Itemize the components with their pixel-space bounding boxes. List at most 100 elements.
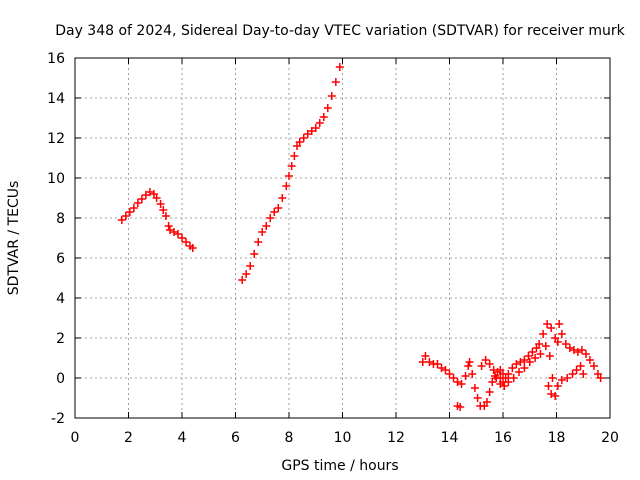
plot-frame: [74, 57, 611, 419]
data-point: [164, 222, 173, 230]
data-point: [536, 350, 545, 358]
data-point: [553, 382, 562, 390]
y-tick-label: 8: [56, 211, 65, 227]
data-point: [485, 360, 494, 368]
data-point: [535, 340, 544, 348]
data-point: [285, 172, 293, 180]
data-point: [572, 366, 581, 374]
y-axis-label: SDTVAR / TECUs: [6, 181, 22, 296]
data-point: [569, 346, 578, 354]
data-point: [482, 398, 491, 406]
x-tick-label: 6: [231, 430, 240, 446]
data-point: [520, 356, 529, 364]
data-point: [557, 330, 566, 338]
data-point: [274, 204, 283, 212]
data-point: [258, 228, 267, 236]
x-tick-label: 14: [441, 430, 459, 446]
data-point: [152, 194, 161, 202]
data-point: [121, 212, 130, 220]
y-tick-label: 2: [56, 331, 65, 347]
data-point: [456, 403, 465, 411]
y-tick-label: 0: [56, 371, 65, 387]
axis-ticks: 0 2 4 6 8 10 12 14 16 18 20 -2 0 2 4 6 8 10 12 14 16: [47, 51, 619, 446]
data-point: [254, 238, 263, 246]
data-point: [441, 366, 450, 374]
data-point: [145, 188, 154, 196]
data-point: [557, 376, 566, 384]
data-point: [421, 352, 430, 360]
data-point: [295, 138, 304, 146]
data-point: [141, 191, 150, 199]
data-point: [437, 364, 446, 372]
data-point: [548, 374, 557, 382]
data-point: [125, 208, 134, 216]
data-point: [485, 388, 494, 396]
data-point: [461, 372, 470, 380]
data-point: [270, 208, 279, 216]
data-point: [547, 390, 556, 398]
data-point: [500, 382, 509, 390]
data-point: [470, 384, 479, 392]
data-point: [516, 358, 525, 366]
data-point: [512, 360, 521, 368]
data-point: [161, 212, 170, 220]
data-point: [445, 370, 454, 378]
data-point: [182, 238, 191, 246]
data-point: [504, 370, 513, 378]
x-axis-label: GPS time / hours: [281, 458, 398, 474]
data-point: [159, 206, 168, 214]
y-tick-label: 4: [56, 291, 65, 307]
data-point: [250, 250, 259, 258]
data-point: [266, 214, 275, 222]
data-point: [585, 356, 594, 364]
data-point: [457, 380, 466, 388]
data-point: [303, 130, 312, 138]
data-point: [539, 330, 548, 338]
data-point: [544, 382, 553, 390]
data-point: [499, 378, 507, 386]
data-point: [563, 374, 572, 382]
x-tick-label: 8: [285, 430, 294, 446]
data-point: [547, 324, 556, 332]
data-point: [287, 162, 296, 170]
data-point: [577, 346, 586, 354]
data-point: [327, 92, 336, 100]
data-point: [262, 222, 271, 230]
chart-title: Day 348 of 2024, Sidereal Day-to-day VTE…: [55, 23, 625, 39]
data-point: [477, 362, 486, 370]
data-point: [178, 234, 186, 242]
x-tick-label: 18: [548, 430, 566, 446]
y-tick-label: 10: [47, 171, 65, 187]
y-tick-label: 6: [56, 251, 65, 267]
data-point: [433, 360, 442, 368]
data-point: [515, 368, 524, 376]
data-point: [315, 119, 324, 127]
data-point: [568, 370, 577, 378]
data-point: [545, 352, 554, 360]
y-tick-label: 12: [47, 131, 65, 147]
data-point: [246, 262, 255, 270]
y-tick-label: -2: [51, 411, 65, 427]
data-point: [551, 392, 560, 400]
x-tick-label: 2: [124, 430, 133, 446]
data-point: [473, 394, 482, 402]
data-point: [468, 370, 477, 378]
data-point: [524, 352, 533, 360]
data-point: [165, 226, 174, 234]
data-point: [331, 78, 340, 86]
data-point: [525, 358, 534, 366]
data-point: [335, 63, 344, 71]
data-point: [543, 320, 552, 328]
data-point: [425, 358, 434, 366]
data-point: [488, 378, 497, 386]
data-point: [596, 374, 605, 382]
data-point: [509, 374, 518, 382]
data-point: [129, 204, 138, 212]
data-point: [169, 228, 178, 236]
data-point: [481, 356, 490, 364]
data-point: [282, 182, 291, 190]
x-tick-label: 12: [387, 430, 405, 446]
data-point: [311, 124, 320, 132]
data-point: [573, 348, 582, 356]
